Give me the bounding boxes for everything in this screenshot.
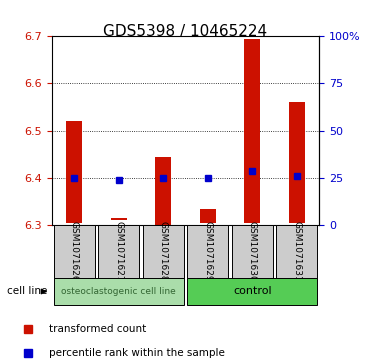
Text: GSM1071631: GSM1071631 <box>292 221 301 282</box>
Text: GDS5398 / 10465224: GDS5398 / 10465224 <box>104 24 267 38</box>
Bar <box>111 218 127 220</box>
Bar <box>244 38 260 223</box>
Bar <box>155 156 171 225</box>
Bar <box>54 278 184 305</box>
Bar <box>200 208 216 223</box>
Bar <box>232 225 273 278</box>
Bar <box>187 225 228 278</box>
Text: percentile rank within the sample: percentile rank within the sample <box>49 348 225 358</box>
Bar <box>54 225 95 278</box>
Text: GSM1071626: GSM1071626 <box>70 221 79 282</box>
Text: GSM1071627: GSM1071627 <box>114 221 123 282</box>
Bar <box>98 225 139 278</box>
Bar <box>289 102 305 223</box>
Text: control: control <box>233 286 272 296</box>
Bar <box>276 225 317 278</box>
Text: osteoclastogenic cell line: osteoclastogenic cell line <box>61 287 176 296</box>
Text: transformed count: transformed count <box>49 324 146 334</box>
Bar <box>143 225 184 278</box>
Text: GSM1071630: GSM1071630 <box>248 221 257 282</box>
Text: GSM1071628: GSM1071628 <box>159 221 168 282</box>
Bar <box>66 121 82 223</box>
Bar <box>187 278 317 305</box>
Text: GSM1071629: GSM1071629 <box>203 221 212 282</box>
Text: cell line: cell line <box>7 286 48 297</box>
